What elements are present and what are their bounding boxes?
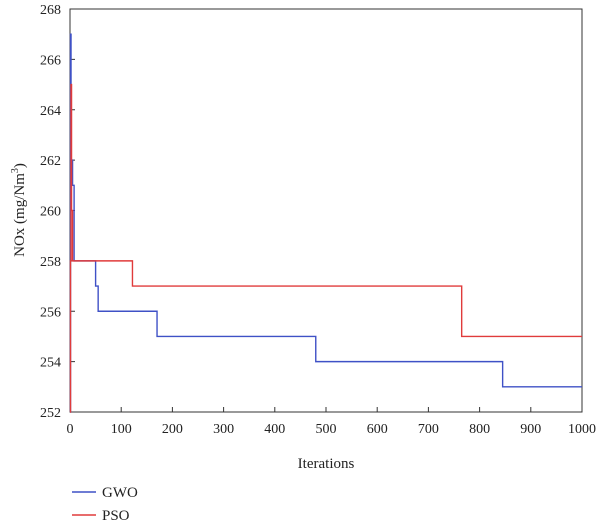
legend-label-gwo: GWO [102,485,138,501]
y-tick-label: 256 [40,305,61,320]
y-axis-label: NOx (mg/Nm3) [10,163,28,257]
x-tick-label: 600 [367,422,388,437]
legend-label-pso: PSO [102,508,130,524]
y-tick-label: 262 [40,154,61,169]
y-tick-label: 260 [40,205,61,220]
x-tick-label: 800 [469,422,490,437]
series-lines [69,33,582,413]
plot-frame [69,8,583,413]
x-axis-label: Iterations [298,456,355,472]
x-tick-label: 0 [67,422,74,437]
series-line-pso [69,83,582,413]
ticks: 0 100 200 300 400 500 600 700 800 900 1000 252 254 25… [40,3,596,437]
y-tick-label: 264 [40,104,61,119]
x-tick-label: 200 [162,422,183,437]
y-tick-label: 258 [40,255,61,270]
y-tick-label: 252 [40,406,61,421]
x-tick-label: 500 [316,422,337,437]
series-line-gwo [69,33,582,413]
x-tick-label: 1000 [568,422,596,437]
y-tick-label: 268 [40,3,61,18]
x-tick-label: 400 [264,422,285,437]
legend: GWO PSO [72,485,138,524]
y-tick-label: 266 [40,53,61,68]
x-tick-label: 900 [520,422,541,437]
x-tick-label: 100 [111,422,132,437]
x-tick-label: 700 [418,422,439,437]
y-tick-label: 254 [40,356,61,371]
x-tick-label: 300 [213,422,234,437]
